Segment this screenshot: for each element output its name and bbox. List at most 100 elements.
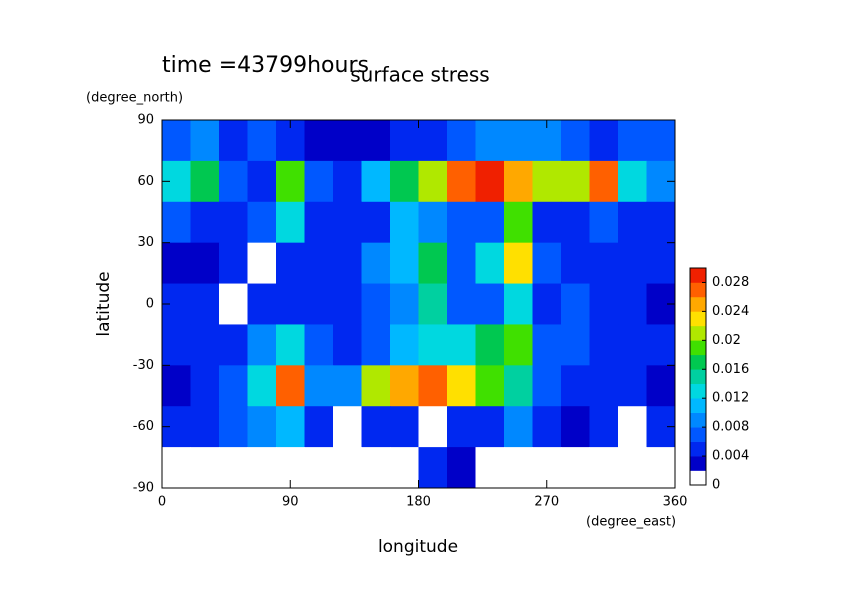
field-cell xyxy=(219,447,248,489)
field-cell xyxy=(646,447,676,489)
subtitle: time =43799hours xyxy=(162,53,369,78)
field-cell xyxy=(333,242,362,285)
field-cell xyxy=(276,242,305,285)
field-cell xyxy=(618,447,647,489)
field-cell xyxy=(561,120,590,162)
field-cell xyxy=(390,365,419,407)
field-cell xyxy=(561,324,590,366)
field-cell xyxy=(504,201,533,244)
field-cell xyxy=(361,242,391,285)
field-cell xyxy=(162,447,191,489)
x-unit: (degree_east) xyxy=(586,515,676,530)
colorbar-band xyxy=(690,456,706,471)
field-cell xyxy=(190,201,220,244)
field-cell xyxy=(361,406,391,448)
field-cell xyxy=(475,120,505,162)
field-cell xyxy=(589,283,619,325)
colorbar-tick-label: 0.024 xyxy=(712,304,749,319)
field-cell xyxy=(589,201,619,244)
field-cell xyxy=(618,160,647,203)
field-cell xyxy=(475,242,505,285)
colorbar-band xyxy=(690,340,706,356)
field-cell xyxy=(618,120,647,162)
field-cell xyxy=(447,201,476,244)
colorbar-tick-label: 0.016 xyxy=(712,362,749,377)
field-cell xyxy=(447,447,476,489)
field-cell xyxy=(475,201,505,244)
field-cell xyxy=(361,324,391,366)
field-cell xyxy=(532,160,562,203)
field-cell xyxy=(219,324,248,366)
field-cell xyxy=(475,365,505,407)
colorbar-tick-label: 0.012 xyxy=(712,391,749,406)
field-cell xyxy=(219,406,248,448)
colorbar-band xyxy=(690,383,706,399)
field-cell xyxy=(162,324,191,366)
colorbar-tick-label: 0.02 xyxy=(712,333,741,348)
field-cell xyxy=(561,283,590,325)
field-cell xyxy=(304,447,334,489)
field-cell xyxy=(418,283,448,325)
field-cell xyxy=(418,242,448,285)
field-cell xyxy=(618,365,647,407)
colorbar-tick-label: 0.028 xyxy=(712,275,749,290)
field-cell xyxy=(361,447,391,489)
colorbar-band xyxy=(690,427,706,442)
field-cell xyxy=(304,242,334,285)
x-tick-label: 270 xyxy=(534,495,559,510)
field-cell xyxy=(219,365,248,407)
field-cell xyxy=(162,365,191,407)
field-cell xyxy=(447,406,476,448)
field-cell xyxy=(447,120,476,162)
field-cell xyxy=(190,447,220,489)
field-cell xyxy=(418,406,448,448)
field-cell xyxy=(646,201,676,244)
field-cell xyxy=(589,120,619,162)
y-axis-title: latitude xyxy=(94,271,114,336)
field-cell xyxy=(447,324,476,366)
field-cell xyxy=(447,365,476,407)
field-cell xyxy=(390,120,419,162)
colorbar-tick-label: 0.004 xyxy=(712,449,749,464)
colorbar-band xyxy=(690,441,706,457)
field-cell xyxy=(504,324,533,366)
colorbar-tick-label: 0 xyxy=(712,478,720,493)
field-cell xyxy=(447,160,476,203)
field-cell xyxy=(304,365,334,407)
field-cell xyxy=(219,201,248,244)
field-cell xyxy=(504,242,533,285)
field-cell xyxy=(618,283,647,325)
colorbar-tick-label: 0.008 xyxy=(712,420,749,435)
field-cell xyxy=(475,160,505,203)
y-tick-label: -30 xyxy=(133,358,154,373)
field-cell xyxy=(333,324,362,366)
field-cell xyxy=(532,324,562,366)
field-cell xyxy=(333,120,362,162)
field-cell xyxy=(333,201,362,244)
field-cell xyxy=(418,201,448,244)
colorbar-band xyxy=(690,398,706,413)
field-cell xyxy=(418,160,448,203)
field-cell xyxy=(646,324,676,366)
field-cell xyxy=(276,406,305,448)
field-cell xyxy=(618,406,647,448)
field-cell xyxy=(532,283,562,325)
field-cell xyxy=(333,160,362,203)
field-cell xyxy=(418,365,448,407)
x-tick-label: 180 xyxy=(406,495,431,510)
field-cell xyxy=(390,447,419,489)
field-cell xyxy=(304,324,334,366)
field-cell xyxy=(618,242,647,285)
y-tick-label: -90 xyxy=(133,481,154,496)
field-cell xyxy=(276,160,305,203)
y-tick-label: -60 xyxy=(133,419,154,434)
field-cell xyxy=(276,283,305,325)
field-cell xyxy=(589,160,619,203)
field-cell xyxy=(646,242,676,285)
field-cell xyxy=(247,324,277,366)
field-cell xyxy=(447,242,476,285)
field-cell xyxy=(532,201,562,244)
field-cell xyxy=(589,365,619,407)
field-cell xyxy=(219,120,248,162)
